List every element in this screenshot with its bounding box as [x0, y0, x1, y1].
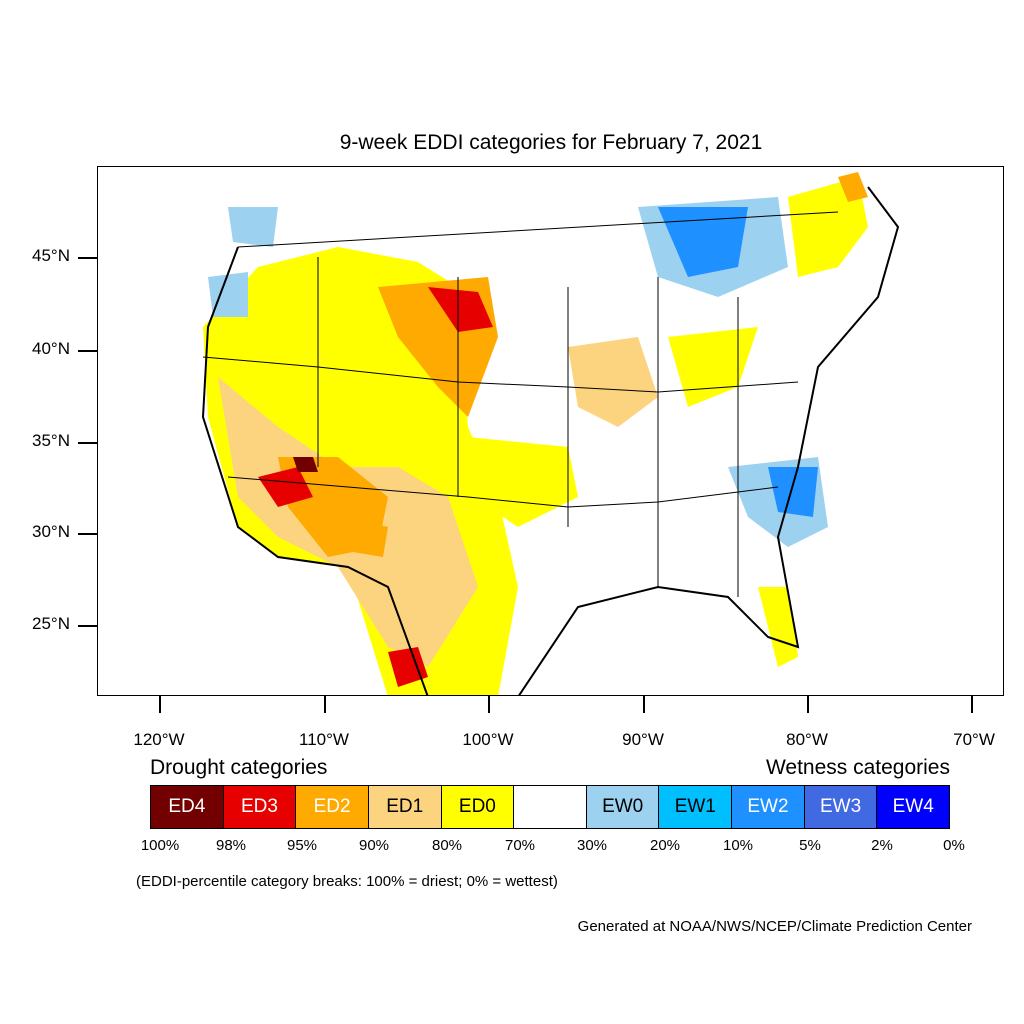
legend-break: 30% — [576, 837, 608, 854]
lat-label-35: 35°N — [32, 431, 70, 450]
state-boundaries — [202, 211, 839, 597]
legend-break: 5% — [799, 837, 821, 854]
legend-break: 20% — [649, 837, 681, 854]
legend-cell-ed0: ED0 — [441, 786, 515, 828]
legend-cell-ed2: ED2 — [296, 786, 369, 828]
lon-tick-100 — [488, 696, 490, 713]
legend-cell-ew1: EW1 — [659, 786, 733, 828]
legend-cell-ew2: EW2 — [732, 786, 805, 828]
lat-label-25: 25°N — [32, 614, 70, 633]
lat-tick-35 — [78, 442, 97, 444]
legend-break: 98% — [215, 837, 247, 854]
drought-heading: Drought categories — [150, 756, 328, 779]
legend-cell-ew0: EW0 — [586, 786, 660, 828]
lat-label-40: 40°N — [32, 339, 70, 358]
lon-tick-110 — [324, 696, 326, 713]
legend-break: 2% — [871, 837, 893, 854]
lat-tick-30 — [78, 533, 97, 535]
legend-color-bar: ED4 ED3 ED2 ED1 ED0 EW0 EW1 EW2 EW3 EW4 — [150, 785, 950, 829]
map-shading — [203, 172, 898, 695]
legend-break: 80% — [431, 837, 463, 854]
lon-tick-70 — [971, 696, 973, 713]
coastline — [201, 186, 900, 695]
lon-label-90: 90°W — [622, 730, 664, 749]
lat-label-30: 30°N — [32, 522, 70, 541]
wetness-heading: Wetness categories — [765, 756, 950, 779]
legend-cell-ew3: EW3 — [804, 786, 878, 828]
legend-cell-ed3: ED3 — [223, 786, 297, 828]
legend-break: 0% — [943, 837, 965, 854]
legend-break: 90% — [358, 837, 390, 854]
credit-line: Generated at NOAA/NWS/NCEP/Climate Predi… — [577, 918, 972, 935]
lon-tick-120 — [159, 696, 161, 713]
legend-break: 10% — [722, 837, 754, 854]
lon-label-100: 100°W — [462, 730, 514, 749]
lat-tick-40 — [78, 350, 97, 352]
legend-cell-ew4: EW4 — [877, 786, 950, 828]
legend-break: 100% — [140, 837, 180, 854]
legend-break: 70% — [504, 837, 536, 854]
legend-break: 95% — [286, 837, 318, 854]
legend-cell-ed1: ED1 — [368, 786, 442, 828]
lon-label-120: 120°W — [133, 730, 185, 749]
lon-tick-80 — [807, 696, 809, 713]
lon-tick-90 — [643, 696, 645, 713]
lon-label-70: 70°W — [953, 730, 995, 749]
eddi-map-canvas — [201, 172, 900, 695]
map-title: 9-week EDDI categories for February 7, 2… — [339, 131, 763, 154]
lat-tick-45 — [78, 257, 97, 259]
legend-cell-ed4: ED4 — [151, 786, 224, 828]
lon-label-110: 110°W — [299, 730, 349, 749]
lat-tick-25 — [78, 625, 97, 627]
category-note: (EDDI-percentile category breaks: 100% =… — [136, 873, 558, 890]
lat-label-45: 45°N — [32, 246, 70, 265]
eddi-map — [97, 166, 1004, 696]
legend-cell-neutral — [514, 786, 587, 828]
lon-label-80: 80°W — [786, 730, 828, 749]
